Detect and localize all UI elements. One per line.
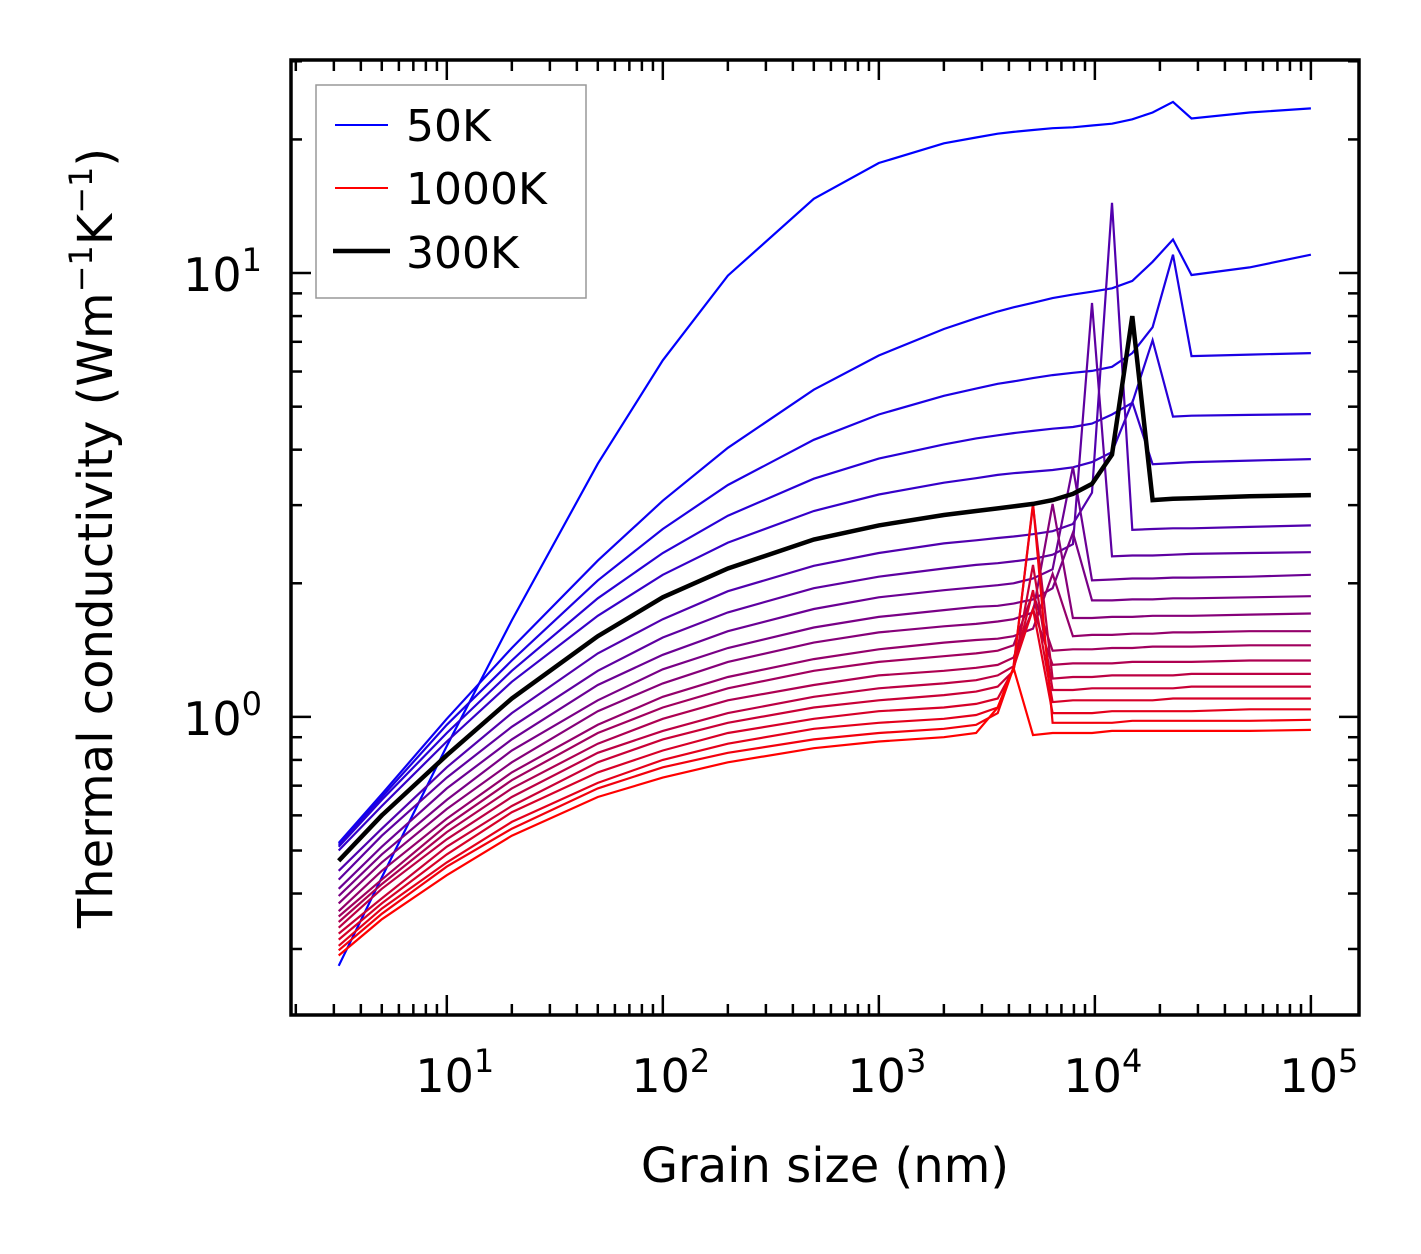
x-tick-labels: 101 102 103 104 105: [415, 1042, 1358, 1103]
series-line-500k: [337, 529, 1311, 897]
legend-frame: [315, 84, 587, 299]
series-line-750k: [337, 504, 1311, 929]
y-axis-label: Thermal conductivity (Wm−1K−1): [62, 148, 124, 929]
series-line-150k: [337, 254, 1311, 846]
axis-ticks: [291, 60, 1359, 1015]
series-line-600k: [337, 570, 1311, 913]
x-tick-label: 101: [415, 1042, 494, 1103]
y-tick-labels: 100 101: [183, 241, 262, 746]
series-line-400k: [337, 302, 1311, 881]
series-line-1000k: [337, 664, 1311, 957]
x-tick-label: 105: [1279, 1042, 1358, 1103]
series-line-650k: [337, 589, 1311, 918]
series-line-100k: [337, 237, 1312, 844]
series-line-50k: [337, 100, 1311, 967]
legend-label-1000k: 1000K: [406, 164, 548, 215]
legend: 50K 1000K 300K: [315, 84, 587, 299]
x-tick-label: 103: [847, 1042, 926, 1103]
series-line-450k: [337, 466, 1311, 890]
y-tick-label: 101: [183, 241, 262, 302]
plot-frame: [289, 58, 1361, 1017]
x-tick-label: 102: [631, 1042, 710, 1103]
plot-lines: [337, 100, 1312, 967]
legend-label-300k: 300K: [406, 228, 520, 279]
series-line-250k: [337, 398, 1311, 852]
series-line-200k: [337, 336, 1311, 848]
series-line-550k: [337, 503, 1311, 905]
series-line-350k: [337, 202, 1311, 872]
series-line-800k: [338, 564, 1311, 935]
x-axis-label: Grain size (nm): [641, 1138, 1009, 1194]
legend-label-50k: 50K: [406, 101, 492, 152]
y-tick-label: 100: [183, 685, 262, 746]
series-line-700k: [337, 605, 1311, 923]
series-line-850k: [337, 589, 1311, 941]
x-tick-label: 104: [1063, 1042, 1142, 1103]
series-line-300k: [337, 315, 1311, 863]
